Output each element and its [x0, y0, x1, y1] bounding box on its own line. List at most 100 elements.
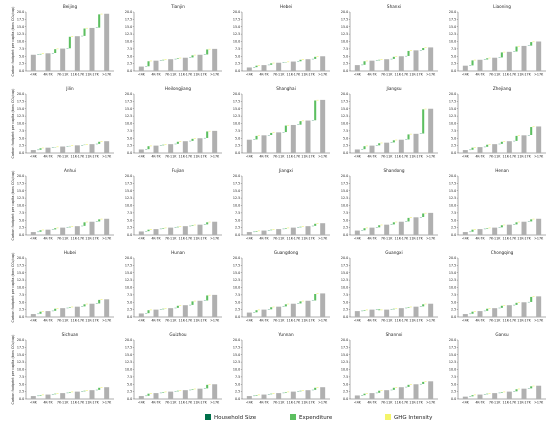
x-tick-label: 11K-17K [71, 319, 85, 323]
y-tick-label: 12.5 [17, 278, 24, 282]
effect-segment [270, 393, 273, 395]
panel-title: Chongqing [491, 250, 514, 255]
y-tick-label: 20.0 [233, 92, 240, 96]
x-tick-label: >17K [534, 237, 544, 241]
y-tick-label: 17.5 [233, 345, 240, 349]
effect-segment [257, 230, 260, 232]
y-tick-label: 0.0 [127, 397, 132, 401]
total-bar [60, 393, 66, 399]
effect-segment [257, 309, 260, 311]
effect-segment [176, 226, 179, 228]
y-tick-label: 5.0 [127, 300, 132, 304]
total-bar [521, 45, 527, 71]
effect-segment [39, 148, 42, 150]
effect-segment [500, 52, 503, 58]
y-tick-label: 2.5 [127, 390, 132, 394]
y-tick-label: 17.5 [17, 181, 24, 185]
y-tick-label: 5.0 [235, 382, 240, 386]
effect-segment [517, 388, 520, 390]
effect-segment [85, 27, 88, 29]
y-tick-label: 10.0 [125, 204, 132, 208]
x-tick-label: 4K-7K [367, 237, 377, 241]
x-tick-label: >17K [102, 155, 112, 159]
effect-segment [83, 222, 86, 226]
total-bar [369, 60, 375, 71]
effect-segment [392, 140, 395, 143]
total-bar [138, 396, 144, 399]
y-tick-label: 10.0 [233, 368, 240, 372]
effect-segment [409, 384, 412, 385]
effect-segment [272, 393, 275, 394]
x-tick-label: >17K [318, 237, 328, 241]
total-bar [354, 395, 360, 399]
effect-segment [486, 144, 489, 147]
x-tick-label: 11K-17K [179, 401, 193, 405]
effect-segment [191, 55, 194, 58]
y-tick-label: 0.0 [127, 315, 132, 319]
y-tick-label: 20.0 [341, 256, 348, 260]
x-tick-label: 4K-7K [367, 73, 377, 77]
x-tick-label: 7K-11K [165, 319, 177, 323]
effect-segment [515, 302, 518, 305]
y-tick-label: 15.0 [17, 25, 24, 29]
panel-title: Heilongjiang [165, 86, 191, 91]
total-bar [305, 59, 311, 71]
y-tick-label: 10.0 [449, 286, 456, 290]
panel-title: Jilin [65, 86, 74, 91]
effect-segment [41, 394, 44, 396]
effect-segment [486, 58, 489, 60]
x-tick-label: >17K [534, 73, 544, 77]
x-tick-label: 7K-11K [381, 155, 393, 159]
effect-segment [532, 126, 535, 128]
total-bar [168, 308, 174, 317]
effect-segment [98, 141, 101, 144]
x-tick-label: 7K-11K [57, 401, 69, 405]
effect-segment [179, 141, 182, 142]
total-bar [153, 309, 159, 317]
x-tick-label: 11K-17K [193, 155, 207, 159]
x-tick-label: 7K-11K [381, 319, 393, 323]
effect-segment [380, 309, 383, 311]
y-tick-label: 15.0 [17, 353, 24, 357]
x-tick-label: <4K [354, 155, 362, 159]
effect-segment [39, 395, 42, 396]
y-tick-label: 5.0 [127, 218, 132, 222]
y-tick-label: 10.0 [341, 286, 348, 290]
total-bar [521, 221, 527, 235]
effect-segment [257, 394, 260, 396]
total-bar [384, 142, 390, 153]
effect-segment [83, 304, 86, 307]
effect-segment [517, 221, 520, 223]
y-tick-label: 20.0 [233, 256, 240, 260]
x-tick-label: 11K-17K [85, 155, 99, 159]
x-tick-label: 7K-11K [381, 73, 393, 77]
y-tick-label: 2.5 [451, 144, 456, 148]
y-tick-label: 15.0 [233, 25, 240, 29]
y-tick-label: 5.0 [127, 54, 132, 58]
effect-segment [149, 309, 152, 311]
y-tick-label: 20.0 [233, 10, 240, 14]
total-bar [290, 391, 296, 399]
x-tick-label: 11K-17K [179, 319, 193, 323]
x-tick-label: <4K [138, 237, 146, 241]
effect-segment [301, 59, 304, 60]
panel-title: Sichuan [62, 332, 79, 337]
x-tick-label: 4K-7K [259, 319, 269, 323]
effect-segment [179, 390, 182, 391]
effect-segment [257, 65, 260, 66]
y-tick-label: 5.0 [343, 218, 348, 222]
total-bar [320, 293, 326, 317]
total-bar [521, 388, 527, 399]
x-tick-label: 11K-17K [85, 319, 99, 323]
y-tick-label: 12.5 [125, 32, 132, 36]
y-tick-label: 0.0 [343, 151, 348, 155]
total-bar [246, 67, 252, 71]
effect-segment [255, 231, 258, 232]
y-tick-label: 7.5 [127, 375, 132, 379]
y-tick-label: 20.0 [233, 174, 240, 178]
total-bar [212, 130, 218, 153]
effect-segment [503, 141, 506, 142]
effect-segment [471, 229, 474, 232]
y-tick-label: 7.5 [127, 47, 132, 51]
effect-segment [208, 294, 211, 296]
